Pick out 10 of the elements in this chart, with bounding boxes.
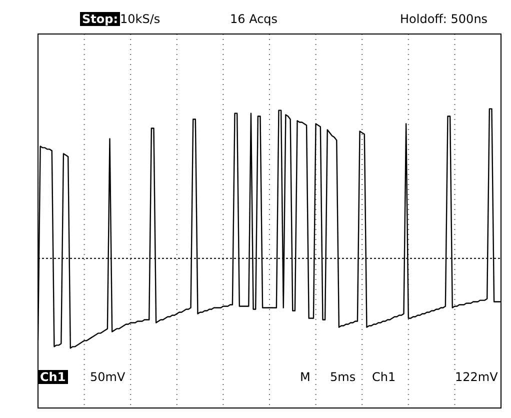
text: 16 Acqs — [230, 12, 278, 26]
text: 50mV — [88, 370, 128, 384]
text: M — [298, 370, 312, 384]
text: Ch1 — [370, 370, 398, 384]
text: Ch1 — [38, 370, 68, 384]
text: Stop: — [80, 12, 120, 26]
text: 5ms — [328, 370, 358, 384]
text: 122mV — [453, 370, 500, 384]
text: Holdoff: 500ns — [400, 12, 488, 26]
text: 10kS/s — [120, 12, 160, 26]
